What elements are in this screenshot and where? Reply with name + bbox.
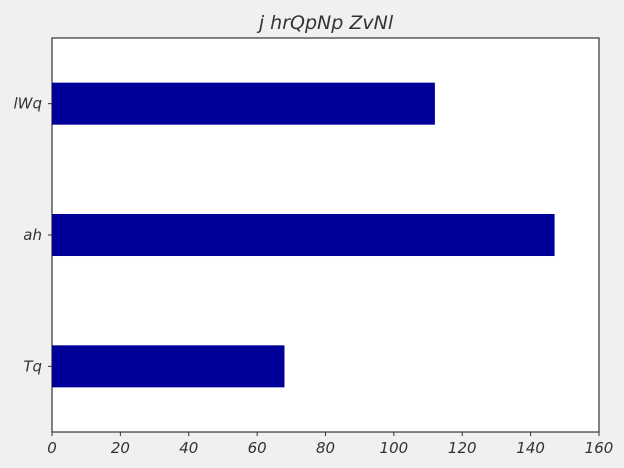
bars-layer: [52, 82, 555, 388]
chart-title: j hrQpNp ZvNl: [256, 12, 394, 34]
bar-lWq: [52, 82, 435, 125]
x-axis-ticks: 0 20 40 60 80 100 120 140 160: [47, 432, 613, 457]
x-tick-label: 60: [248, 439, 267, 457]
x-tick-label: 140: [516, 439, 545, 457]
y-tick-label: ah: [23, 226, 42, 244]
x-tick-label: 120: [448, 439, 477, 457]
x-tick-label: 40: [179, 439, 198, 457]
x-tick-label: 160: [585, 439, 614, 457]
x-tick-label: 100: [380, 439, 409, 457]
x-tick-label: 0: [47, 439, 57, 457]
y-tick-label: Tq: [23, 357, 42, 375]
bar-Tq: [52, 345, 285, 388]
y-axis-ticks: lWq ah Tq: [13, 95, 52, 375]
y-tick-label: lWq: [13, 95, 42, 113]
x-tick-label: 80: [316, 439, 335, 457]
x-tick-label: 20: [111, 439, 130, 457]
bar-ah: [52, 213, 555, 257]
